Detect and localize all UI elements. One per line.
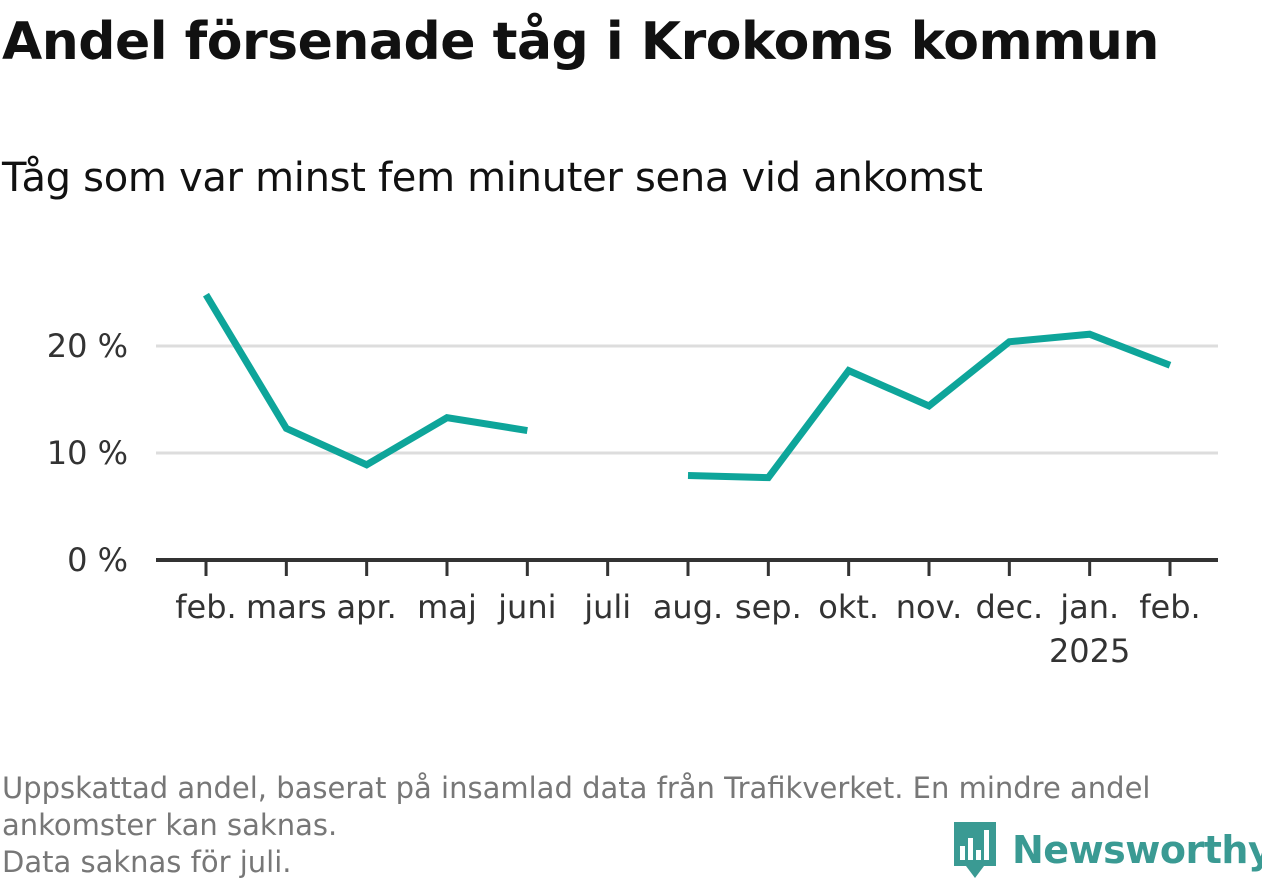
y-tick-label: 20 % bbox=[47, 327, 128, 365]
y-tick-label: 0 % bbox=[67, 541, 128, 579]
x-tick-label: dec. bbox=[975, 588, 1043, 626]
x-tick-label: mars bbox=[246, 588, 327, 626]
x-tick-label: jan. bbox=[1059, 588, 1119, 626]
x-tick-label: apr. bbox=[337, 588, 397, 626]
x-tick-label: feb. bbox=[1139, 588, 1200, 626]
newsworthy-brand: Newsworthy bbox=[950, 818, 1262, 882]
x-year-label: 2025 bbox=[1049, 632, 1130, 670]
footnote-line-1: Uppskattad andel, baserat på insamlad da… bbox=[2, 770, 1252, 807]
x-tick-label: juli bbox=[583, 588, 631, 626]
y-tick-label: 10 % bbox=[47, 434, 128, 472]
newsworthy-chart-logo-icon bbox=[950, 820, 1000, 880]
x-tick-label: juni bbox=[497, 588, 556, 626]
x-tick-label: aug. bbox=[653, 588, 723, 626]
x-tick-label: feb. bbox=[175, 588, 236, 626]
series-line-segment bbox=[206, 295, 527, 465]
x-tick-label: nov. bbox=[896, 588, 962, 626]
x-tick-label: okt. bbox=[818, 588, 879, 626]
x-tick-label: sep. bbox=[735, 588, 802, 626]
brand-name: Newsworthy bbox=[1012, 828, 1262, 872]
x-tick-label: maj bbox=[417, 588, 477, 626]
